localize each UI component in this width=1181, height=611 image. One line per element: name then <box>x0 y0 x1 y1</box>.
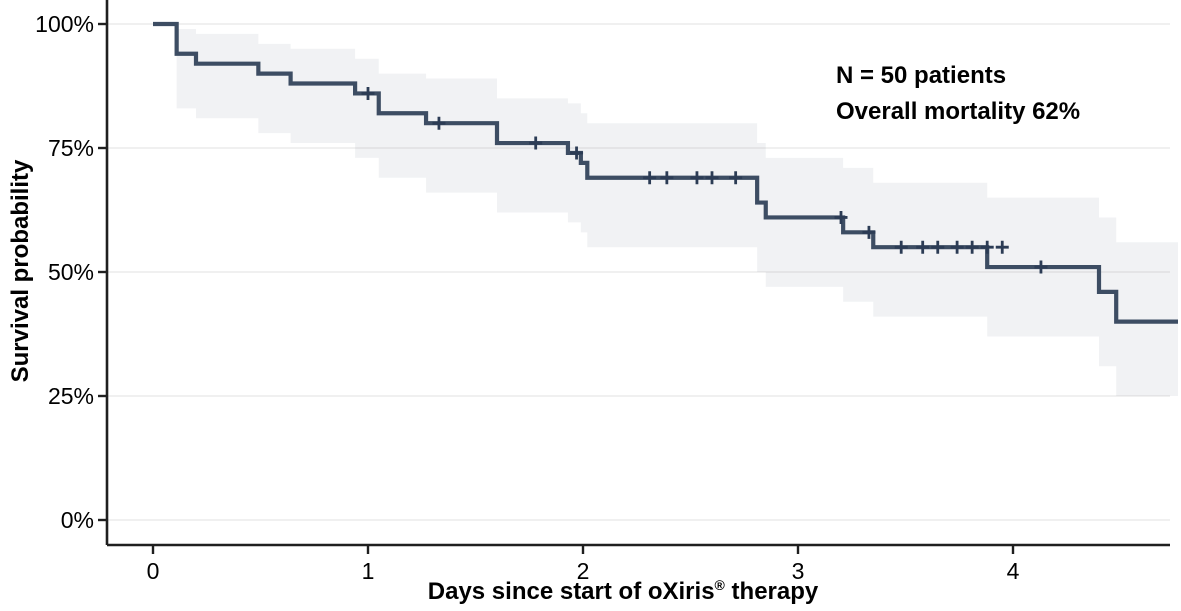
x-tick-label-3: 3 <box>791 558 805 584</box>
censor-mark-0 <box>361 86 375 100</box>
annotation-box: N = 50 patients Overall mortality 62% <box>836 58 1080 130</box>
x-axis-title-tail: therapy <box>724 578 819 605</box>
registered-trademark-symbol: ® <box>714 577 725 593</box>
censor-mark-17 <box>995 240 1009 254</box>
y-tick-label-100%: 100% <box>35 11 94 37</box>
censor-mark-11 <box>894 240 908 254</box>
censor-mark-15 <box>965 240 979 254</box>
censor-mark-6 <box>690 171 704 185</box>
censor-mark-18 <box>1034 260 1048 274</box>
annotation-mortality: Overall mortality 62% <box>836 98 1081 125</box>
censor-mark-7 <box>705 171 719 185</box>
censor-mark-14 <box>950 240 964 254</box>
censor-mark-9 <box>834 210 848 224</box>
censor-mark-5 <box>660 171 674 185</box>
censor-mark-13 <box>931 240 945 254</box>
censor-mark-3 <box>570 146 584 160</box>
censor-mark-12 <box>916 240 930 254</box>
y-tick-label-50%: 50% <box>47 259 94 285</box>
annotation-n-patients: N = 50 patients <box>836 62 1007 89</box>
y-tick-label-0%: 0% <box>60 507 94 533</box>
x-tick-label-1: 1 <box>361 558 375 584</box>
censor-mark-8 <box>729 171 743 185</box>
censor-mark-10 <box>862 225 876 239</box>
x-axis-title-text: Days since start of oXiris <box>427 578 715 605</box>
censor-mark-4 <box>643 171 657 185</box>
x-tick-label-4: 4 <box>1006 558 1020 584</box>
x-tick-label-0: 0 <box>146 558 160 584</box>
censor-mark-1 <box>432 116 446 130</box>
y-tick-label-75%: 75% <box>47 135 94 161</box>
censor-mark-16 <box>980 240 994 254</box>
x-tick-label-2: 2 <box>576 558 590 584</box>
y-tick-label-25%: 25% <box>47 383 94 409</box>
x-axis-title: Days since start of oXiris® therapy <box>428 577 818 606</box>
censor-mark-2 <box>529 136 543 150</box>
